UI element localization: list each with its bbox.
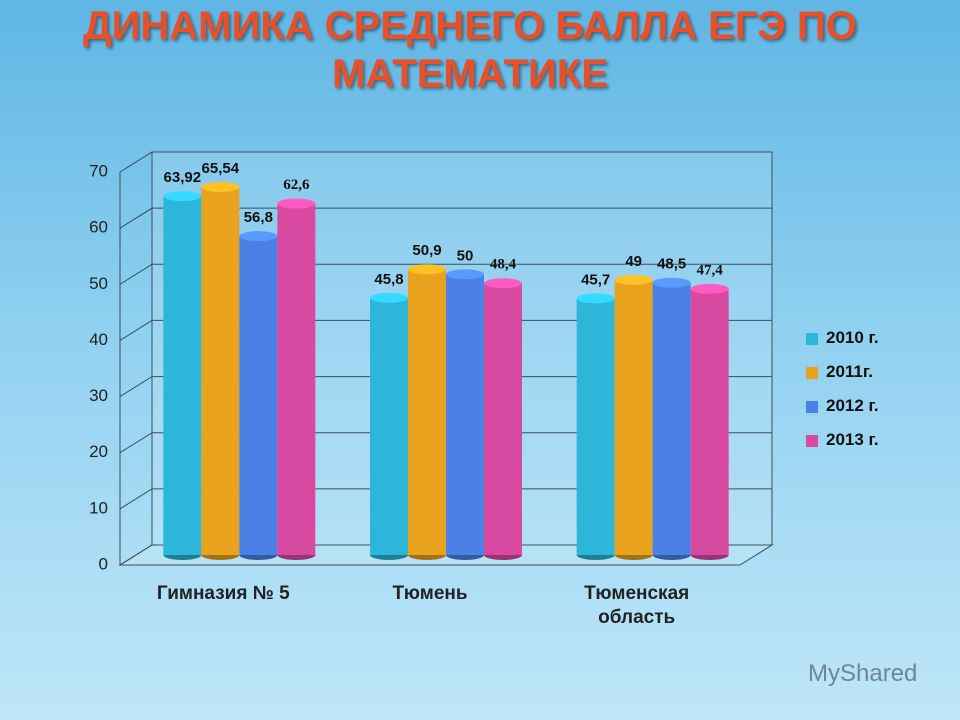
y-tick-label: 20 (89, 442, 108, 461)
bar (690, 288, 729, 555)
bar (446, 274, 484, 555)
legend-label: 2013 г. (826, 430, 879, 449)
bar (239, 236, 278, 555)
legend-swatch (806, 400, 818, 413)
x-tick-label: Гимназия № 5 (156, 583, 290, 604)
bar-top (408, 264, 446, 275)
watermark: MyShared (808, 660, 918, 687)
bar-top (277, 198, 316, 209)
legend-item: 2013 г. (806, 430, 879, 450)
bar (201, 187, 240, 555)
bar (370, 297, 408, 555)
bar (408, 269, 446, 555)
data-label: 45,7 (581, 271, 610, 288)
grid-line (119, 263, 772, 285)
data-label: 50 (457, 247, 474, 264)
grid-line (119, 488, 772, 510)
bar (484, 283, 522, 555)
legend-label: 2012 г. (826, 396, 879, 415)
legend-swatch (806, 434, 818, 447)
y-tick-label: 30 (89, 386, 108, 405)
data-label: 62,6 (283, 177, 310, 193)
data-label: 47,4 (697, 262, 724, 278)
grid-line (119, 432, 772, 454)
grid-line (119, 376, 772, 397)
data-label: 63,92 (164, 169, 202, 186)
y-tick-label: 60 (89, 218, 108, 237)
bar-top (484, 278, 522, 289)
bar-top (201, 182, 240, 193)
grid-line (119, 151, 772, 173)
bar-top (690, 283, 729, 294)
legend-item: 2010 г. (806, 328, 879, 348)
bar (576, 298, 615, 555)
data-label: 49 (625, 253, 642, 270)
y-tick-label: 0 (99, 554, 108, 573)
grid-line (119, 544, 772, 566)
data-label: 45,8 (374, 271, 403, 288)
grid-line (119, 207, 772, 229)
legend-swatch (806, 366, 818, 379)
bar-top (370, 292, 408, 303)
bar-top (239, 231, 278, 242)
grid-line (119, 319, 772, 341)
chart-title: ДИНАМИКА СРЕДНЕГО БАЛЛА ЕГЭ ПО МАТЕМАТИК… (83, 4, 857, 96)
legend-item: 2011г. (806, 362, 873, 382)
bar (652, 282, 691, 555)
data-label: 48,5 (657, 256, 686, 273)
bar-top (614, 274, 653, 285)
y-tick-label: 40 (89, 330, 108, 349)
legend-label: 2010 г. (826, 328, 879, 347)
data-label: 56,8 (244, 209, 273, 226)
y-tick-label: 70 (89, 161, 108, 180)
legend-item: 2012 г. (806, 396, 879, 416)
bar-top (163, 191, 202, 202)
data-label: 65,54 (202, 160, 240, 177)
bar (277, 203, 316, 555)
x-tick-label: Тюмень (392, 583, 468, 604)
y-tick-label: 50 (89, 274, 108, 293)
x-tick-label: Тюменская область (584, 583, 690, 628)
bar-top (652, 277, 691, 288)
data-label: 50,9 (412, 242, 441, 259)
legend-label: 2011г. (826, 362, 873, 381)
bar-top (446, 269, 484, 280)
bar (614, 279, 653, 555)
y-tick-label: 10 (89, 498, 108, 517)
bar-top (576, 293, 615, 304)
data-label: 48,4 (490, 257, 517, 273)
bar (163, 196, 202, 555)
legend-swatch (806, 332, 818, 345)
